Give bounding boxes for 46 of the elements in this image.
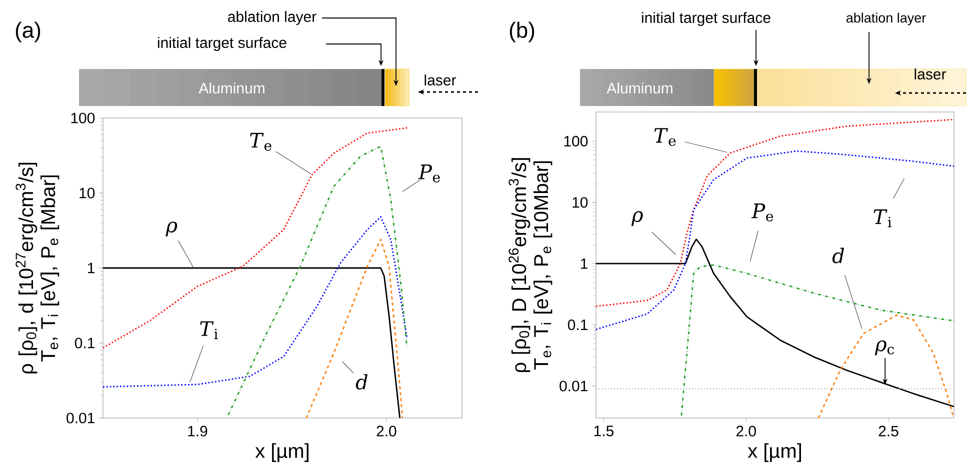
line-series	[103, 127, 408, 349]
text: (b)	[510, 22, 534, 42]
line-series	[596, 150, 954, 330]
x-axis-title: x [µm]	[748, 443, 801, 462]
y-tick-label: 0.1	[568, 319, 588, 330]
text: ablation layer	[846, 12, 926, 26]
annotation: T$_{e}$	[250, 132, 272, 151]
text: Aluminum	[606, 82, 672, 94]
x-axis-title: x [µm]	[255, 443, 308, 462]
line-series	[596, 238, 954, 408]
annotation: T$_{e}$	[654, 128, 676, 146]
text: Aluminum	[198, 82, 264, 94]
line-series	[596, 118, 954, 308]
y-tick-label: 100	[564, 136, 588, 147]
annotation: T$_{i}$	[200, 321, 218, 340]
x-tick-label: 2.0	[376, 426, 396, 436]
y-tick-label: 10	[572, 197, 588, 208]
line-series	[680, 264, 954, 416]
annotation: ρ	[631, 211, 643, 226]
annotation: ρ$_{c}$	[874, 340, 894, 356]
y-tick-label: 100	[71, 112, 95, 124]
text: laser	[914, 68, 946, 80]
annotation: T$_{i}$	[874, 209, 892, 228]
text: initial target surface	[642, 12, 770, 26]
annotation: P$_{e}$	[418, 164, 440, 182]
text: (a)	[16, 22, 40, 42]
y-tick-label: 1	[88, 262, 94, 274]
y-tick-label: 0.01	[560, 380, 588, 392]
text: ablation layer	[228, 11, 316, 25]
x-tick-label: 1.5	[594, 426, 614, 436]
annotation: ρ	[166, 222, 178, 236]
line-series	[103, 216, 408, 388]
annotation: d	[356, 374, 368, 390]
y-tick-label: 10	[80, 188, 95, 198]
y-tick-label: 0.01	[66, 412, 94, 424]
line-series	[306, 238, 404, 418]
line-series	[818, 314, 954, 418]
annotation: d	[832, 248, 844, 264]
x-tick-label: 2.5	[878, 426, 898, 436]
x-tick-label: 2.0	[736, 426, 756, 436]
text: initial target surface	[158, 37, 286, 51]
y-tick-label: 1	[581, 258, 588, 269]
text: laser	[424, 74, 456, 86]
x-tick-label: 1.9	[188, 426, 208, 436]
y-tick-label: 0.1	[74, 338, 94, 348]
annotation: P$_{e}$	[751, 204, 774, 222]
